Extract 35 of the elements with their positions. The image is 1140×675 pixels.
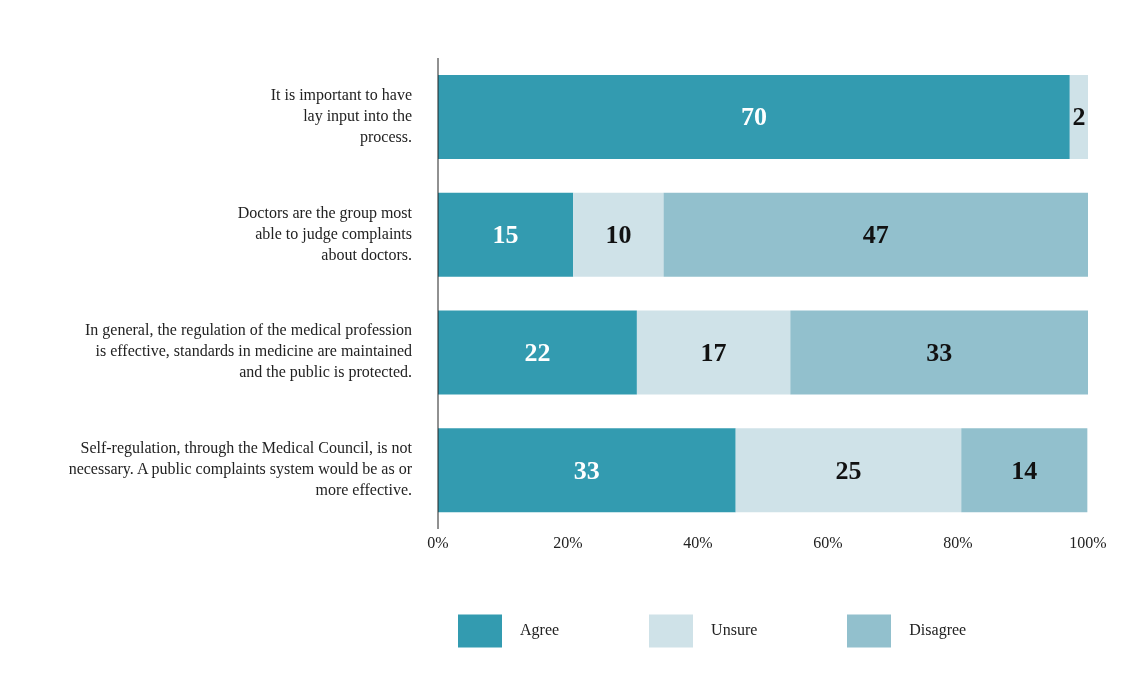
- x-tick-label: 0%: [427, 534, 449, 552]
- annotation: 10: [605, 220, 632, 250]
- annotation: 70: [740, 102, 767, 132]
- bar: [663, 192, 1088, 277]
- legend-label: Disagree: [909, 620, 967, 638]
- bar: [438, 310, 637, 395]
- annotation: 17: [700, 337, 727, 367]
- x-tick-label: 100%: [1069, 534, 1107, 552]
- annotation: 2: [1072, 102, 1086, 132]
- annotation: 22: [524, 337, 551, 367]
- bar: [438, 75, 1070, 159]
- annotation: 47: [862, 220, 889, 250]
- bar: [961, 428, 1088, 513]
- annotation: 33: [573, 455, 600, 485]
- x-tick-label: 20%: [553, 534, 583, 552]
- bar: [438, 428, 736, 513]
- bar: [573, 192, 664, 277]
- bar: [735, 428, 962, 513]
- bar: [1069, 75, 1088, 159]
- annotation: 15: [492, 220, 519, 250]
- x-tick-label: 40%: [683, 534, 713, 552]
- annotation: 14: [1011, 455, 1038, 485]
- legend-label: Unsure: [711, 620, 758, 638]
- y-tick-label: It is important to have lay input into the process.: [270, 85, 412, 146]
- annotation: 25: [835, 455, 862, 485]
- bar: [636, 310, 791, 395]
- x-tick-label: 80%: [943, 534, 973, 552]
- y-tick-label: Doctors are the group most able to judge complaints about doctors.: [237, 203, 413, 263]
- bar: [790, 310, 1088, 395]
- x-tick-label: 60%: [813, 534, 843, 552]
- y-tick-label: In general, the regulation of the medical profession is effective, standards in medicine are maintained and the public is protected.: [85, 321, 412, 382]
- bar: [438, 192, 574, 277]
- legend-label: Agree: [520, 620, 560, 638]
- y-tick-label: Self-regulation, through the Medical Council, is not necessary. A public complaints system would be as or more effective.: [68, 438, 413, 498]
- annotation: 33: [926, 337, 953, 367]
